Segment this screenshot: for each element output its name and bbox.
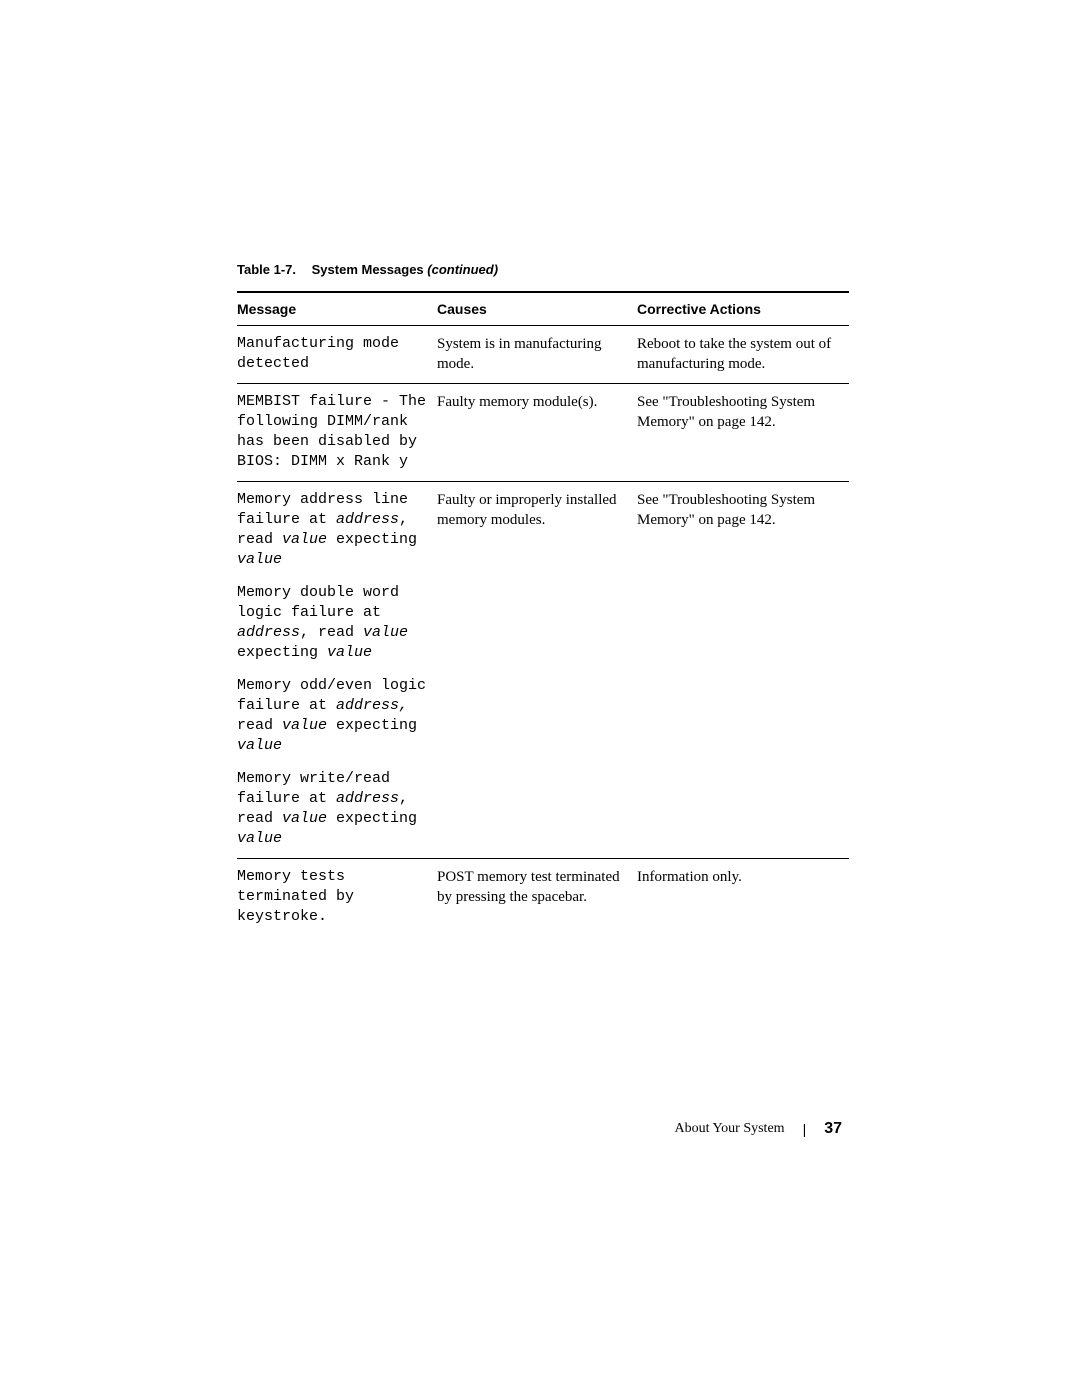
cell-message: Memory address line failure at address, … xyxy=(237,481,437,858)
cell-actions: See "Troubleshooting System Memory" on p… xyxy=(637,383,849,481)
system-messages-table: Message Causes Corrective Actions Manufa… xyxy=(237,291,849,935)
cell-causes: System is in manufacturing mode. xyxy=(437,326,637,384)
message-block: Memory address line failure at address, … xyxy=(237,490,429,571)
cell-causes: Faulty memory module(s). xyxy=(437,383,637,481)
table-row: MEMBIST failure - The following DIMM/ran… xyxy=(237,383,849,481)
cell-message: Memory tests terminated by keystroke. xyxy=(237,858,437,935)
footer-page-number: 37 xyxy=(824,1120,842,1138)
table-row: Memory tests terminated by keystroke. PO… xyxy=(237,858,849,935)
message-block: Memory write/read failure at address, re… xyxy=(237,769,429,850)
cell-causes: Faulty or improperly installed memory mo… xyxy=(437,481,637,858)
table-caption: Table 1-7. System Messages (continued) xyxy=(237,262,849,277)
cell-message: Manufacturing mode detected xyxy=(237,326,437,384)
header-message: Message xyxy=(237,292,437,326)
footer-divider: | xyxy=(803,1121,807,1137)
page-content: Table 1-7. System Messages (continued) M… xyxy=(237,262,849,935)
table-header-row: Message Causes Corrective Actions xyxy=(237,292,849,326)
table-body: Manufacturing mode detected System is in… xyxy=(237,326,849,936)
table-number: Table 1-7. xyxy=(237,262,296,277)
page-footer: About Your System | 37 xyxy=(674,1120,842,1138)
header-causes: Causes xyxy=(437,292,637,326)
message-block: Memory double word logic failure at addr… xyxy=(237,583,429,664)
cell-actions: Reboot to take the system out of manufac… xyxy=(637,326,849,384)
cell-actions: Information only. xyxy=(637,858,849,935)
message-block: Memory odd/even logic failure at address… xyxy=(237,676,429,757)
footer-section-title: About Your System xyxy=(674,1121,784,1137)
header-actions: Corrective Actions xyxy=(637,292,849,326)
cell-message: MEMBIST failure - The following DIMM/ran… xyxy=(237,383,437,481)
table-row: Memory address line failure at address, … xyxy=(237,481,849,858)
table-row: Manufacturing mode detected System is in… xyxy=(237,326,849,384)
cell-actions: See "Troubleshooting System Memory" on p… xyxy=(637,481,849,858)
table-title: System Messages (continued) xyxy=(312,262,498,277)
cell-causes: POST memory test terminated by pressing … xyxy=(437,858,637,935)
table-continued: (continued) xyxy=(427,262,498,277)
